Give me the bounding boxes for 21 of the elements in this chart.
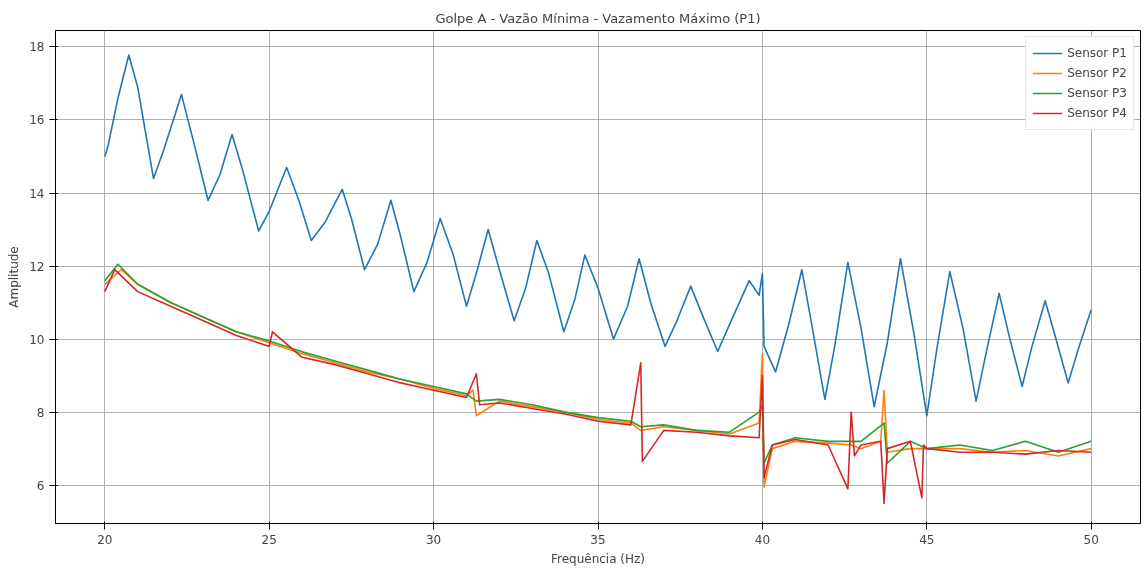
x-tick-label: 50	[1083, 532, 1099, 547]
x-tick-label: 30	[425, 532, 442, 547]
legend-label: Sensor P2	[1067, 66, 1127, 80]
x-tick-label: 20	[97, 532, 113, 547]
y-tick-label: 16	[29, 113, 45, 128]
legend-label: Sensor P4	[1067, 106, 1127, 120]
x-tick-label: 40	[754, 532, 771, 547]
y-tick-label: 18	[29, 40, 45, 55]
x-tick-label: 45	[919, 532, 935, 547]
x-tick-label: 35	[590, 532, 606, 547]
y-tick-label: 10	[29, 332, 45, 347]
y-tick-label: 12	[29, 259, 45, 274]
y-tick-label: 8	[36, 405, 45, 420]
chart-title: Golpe A - Vazão Mínima - Vazamento Máximo (P1)	[435, 10, 761, 26]
y-axis-title: Amplitude	[7, 246, 22, 308]
legend-label: Sensor P1	[1067, 46, 1127, 60]
y-tick-label: 14	[29, 186, 45, 201]
x-axis-title: Frequência (Hz)	[550, 551, 646, 566]
x-tick-label: 25	[261, 532, 277, 547]
legend-label: Sensor P3	[1067, 86, 1127, 100]
y-tick-label: 6	[36, 478, 45, 493]
